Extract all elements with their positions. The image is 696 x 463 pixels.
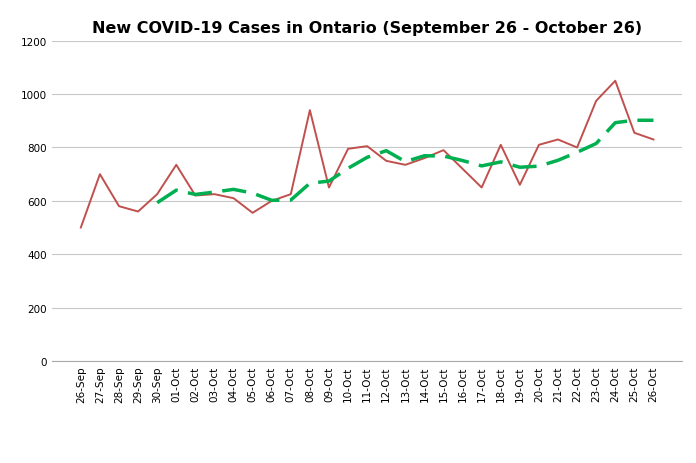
Title: New COVID-19 Cases in Ontario (September 26 - October 26): New COVID-19 Cases in Ontario (September…	[92, 21, 642, 37]
